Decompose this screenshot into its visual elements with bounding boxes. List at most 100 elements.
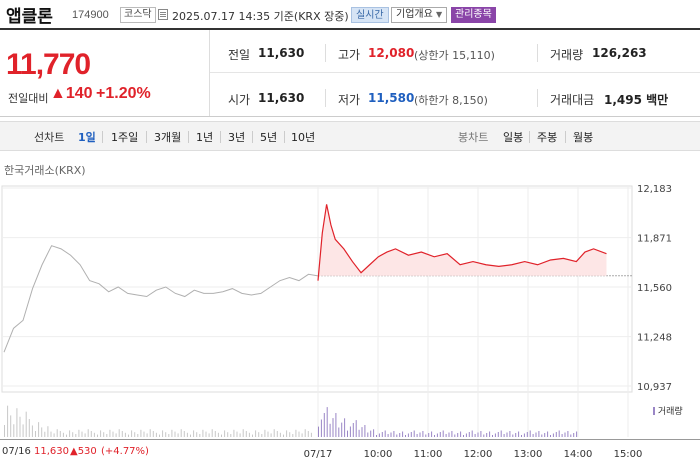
prev-volume-bar [97,434,98,437]
stat-separator [537,89,538,107]
amount-label: 거래대금 [550,93,595,107]
prev-volume-bar [118,429,120,437]
today-volume-bar [434,435,435,437]
prev-volume-bar [255,430,257,437]
today-volume-bar [320,419,322,437]
prev-volume-bar [168,434,170,437]
price-chart[interactable]: 12,183 11,871 11,560 11,248 10,937 07/17 10:0… [0,175,700,465]
today-volume-bar [358,429,360,437]
today-volume-bar [471,430,473,437]
tab-separator [565,131,566,143]
volume-value: 126,263 [592,46,647,60]
today-volume-bar [381,432,383,437]
prev-volume-bar [38,422,40,437]
prev-volume-bar [283,434,284,437]
change-value: ▲140 [50,85,93,102]
managed-stock-badge[interactable]: 관리종목 [451,7,496,23]
company-overview-button[interactable]: 기업개요 ▼ [391,7,448,23]
prev-volume-bar [286,430,288,437]
prev-volume-bar [261,434,263,437]
prev-volume-bar [224,430,226,437]
today-volume-bar [405,435,406,437]
prev-close-value: 11,630 [258,46,305,60]
today-volume-bar [561,434,563,437]
today-volume-bar [576,431,578,437]
upper-limit: (상한가 15,110) [414,49,495,62]
tab-3m[interactable]: 3개월 [154,131,182,144]
prev-volume-bar [146,433,148,437]
today-volume-bar [387,434,389,437]
prev-volume-bar [276,431,278,437]
prev-day-close: 11,630 [34,446,69,457]
change-percent: +1.20% [96,85,151,102]
prev-volume-bar [242,429,244,437]
prev-volume-bar [47,426,49,437]
prev-volume-bar [162,430,164,437]
today-volume-bar [494,433,496,437]
prev-volume-bar [75,434,77,437]
current-price: 11,770 [6,48,91,81]
prev-volume-bar [245,431,247,437]
tab-separator [284,131,285,143]
tab-1d[interactable]: 1일 [78,131,96,144]
tab-3y[interactable]: 3년 [228,131,246,144]
prev-volume-bar [258,432,260,437]
prev-volume-bar [66,434,67,437]
realtime-button[interactable]: 실시간 [351,7,389,23]
low-value: 11,580 [368,91,415,105]
document-icon [158,9,168,20]
today-volume-bar [532,434,534,437]
today-area-fill [318,204,607,281]
volume-legend-swatch [653,407,655,415]
prev-volume-bar [100,430,102,437]
tab-1w[interactable]: 1주일 [111,131,139,144]
today-volume-bar [439,432,441,437]
prev-day-percent: (+4.77%) [101,446,149,457]
prev-volume-bar [292,434,294,437]
today-price-line [317,204,607,281]
prev-volume-bar [205,431,207,437]
prev-volume-bar [230,434,232,437]
tab-weekly-candle[interactable]: 주봉 [537,131,558,144]
prev-volume-bar [252,434,253,437]
today-volume-bar [352,423,354,437]
base-date: 2025.07.17 14:35 기준(KRX 장중) [172,10,349,23]
today-volume-bar [318,426,319,437]
today-volume-bar [323,413,325,437]
today-volume-bar [393,431,395,437]
today-volume-bar [373,429,375,437]
today-volume-bar [454,434,456,437]
low-label: 저가 [338,93,361,107]
today-volume-bar [489,431,491,437]
today-volume-bar [413,430,415,437]
tab-5y[interactable]: 5년 [260,131,278,144]
prev-volume-bar [199,434,201,437]
line-chart-label: 선차트 [34,131,65,144]
today-volume-bar [338,427,340,437]
tab-separator [529,131,530,143]
today-volume-bar [541,434,543,437]
today-volume-bar [341,422,343,437]
today-volume-bar [474,434,476,437]
prev-volume-bar [236,431,238,437]
prev-close-label: 전일 [228,48,251,62]
tab-separator [188,131,189,143]
tab-daily-candle[interactable]: 일봉 [503,131,524,144]
tab-1y[interactable]: 1년 [196,131,214,144]
prev-volume-bar [19,416,21,437]
today-volume-bar [370,430,372,437]
prev-volume-bar [112,431,114,437]
chevron-down-icon: ▼ [436,10,443,19]
today-volume-bar [515,433,517,437]
prev-volume-bar [159,434,160,437]
prev-volume-bar [307,431,309,437]
prev-volume-bar [155,432,157,437]
prev-volume-bar [248,432,250,437]
tab-10y[interactable]: 10년 [291,131,316,144]
today-volume-bar [506,432,508,437]
volume-legend-label: 거래량 [657,407,683,417]
y-tick-label: 10,937 [637,382,672,393]
tab-monthly-candle[interactable]: 월봉 [573,131,594,144]
y-tick-label: 11,560 [637,283,672,294]
today-volume-bar [419,432,421,437]
